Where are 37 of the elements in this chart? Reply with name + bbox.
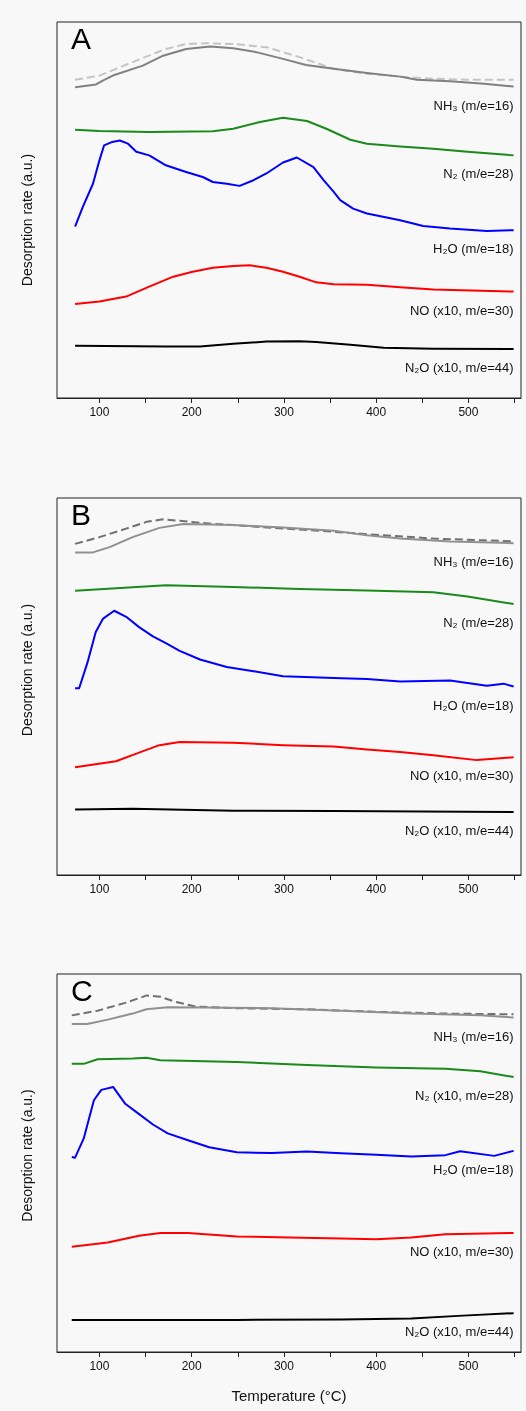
x-tick-label: 100 xyxy=(89,1359,110,1373)
series-label: N₂ (m/e=28) xyxy=(443,166,514,182)
series-label: NO (x10, m/e=30) xyxy=(409,1243,514,1259)
x-tick-label: 300 xyxy=(273,405,295,419)
x-tick-label: 400 xyxy=(366,1359,387,1373)
series-label: NO (x10, m/e=30) xyxy=(409,302,514,318)
x-tick-label: 200 xyxy=(181,882,203,896)
x-tick-label: 100 xyxy=(89,405,110,419)
series-label: NO (x10, m/e=30) xyxy=(409,768,514,784)
series-label: N₂O (x10, m/e=44) xyxy=(404,1324,514,1340)
x-axis-title: Temperature (°C) xyxy=(231,1387,347,1404)
chart-title: C xyxy=(71,973,93,1007)
x-tick-label: 300 xyxy=(273,1359,295,1373)
chart-title: B xyxy=(71,497,92,531)
series-label: N₂O (x10, m/e=44) xyxy=(404,360,514,376)
series-label: H₂O (m/e=18) xyxy=(433,241,514,257)
series-label: H₂O (m/e=18) xyxy=(433,697,514,713)
x-tick-label: 300 xyxy=(273,882,295,896)
x-tick-label: 100 xyxy=(89,882,110,896)
series-label: N₂O (x10, m/e=44) xyxy=(404,823,514,839)
x-tick-label: 200 xyxy=(181,1359,203,1373)
series-label: H₂O (m/e=18) xyxy=(433,1161,514,1177)
x-tick-label: 400 xyxy=(366,405,387,419)
x-tick-label: 400 xyxy=(366,882,387,896)
y-axis-title: Desorption rate (a.u.) xyxy=(19,153,35,287)
y-axis-title: Desorption rate (a.u.) xyxy=(19,1089,35,1222)
series-label: NH₃ (m/e=16) xyxy=(433,554,514,570)
x-tick-label: 500 xyxy=(458,1359,479,1373)
x-tick-label: 500 xyxy=(458,405,479,419)
x-tick-label: 200 xyxy=(181,405,203,419)
y-axis-title: Desorption rate (a.u.) xyxy=(19,603,35,737)
x-tick-label: 500 xyxy=(458,882,479,896)
chart-title: A xyxy=(71,21,92,55)
series-label: NH₃ (m/e=16) xyxy=(433,1028,514,1044)
series-label: N₂ (x10, m/e=28) xyxy=(415,1088,514,1104)
series-label: N₂ (m/e=28) xyxy=(443,614,514,630)
series-label: NH₃ (m/e=16) xyxy=(433,97,514,113)
